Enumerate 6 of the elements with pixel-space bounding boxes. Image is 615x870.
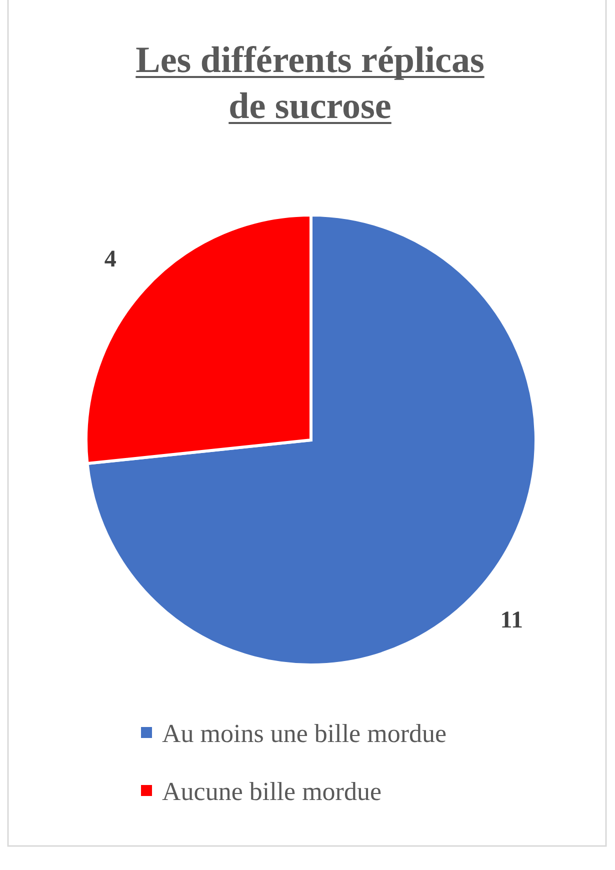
data-label: 4 [104,246,116,272]
data-label: 11 [500,608,523,634]
legend-label: Au moins une bille mordue [162,719,447,748]
legend-label: Aucune bille mordue [162,777,382,806]
pie-slice [86,214,538,666]
chart-title: Les différents réplicas de sucrose [136,40,484,127]
